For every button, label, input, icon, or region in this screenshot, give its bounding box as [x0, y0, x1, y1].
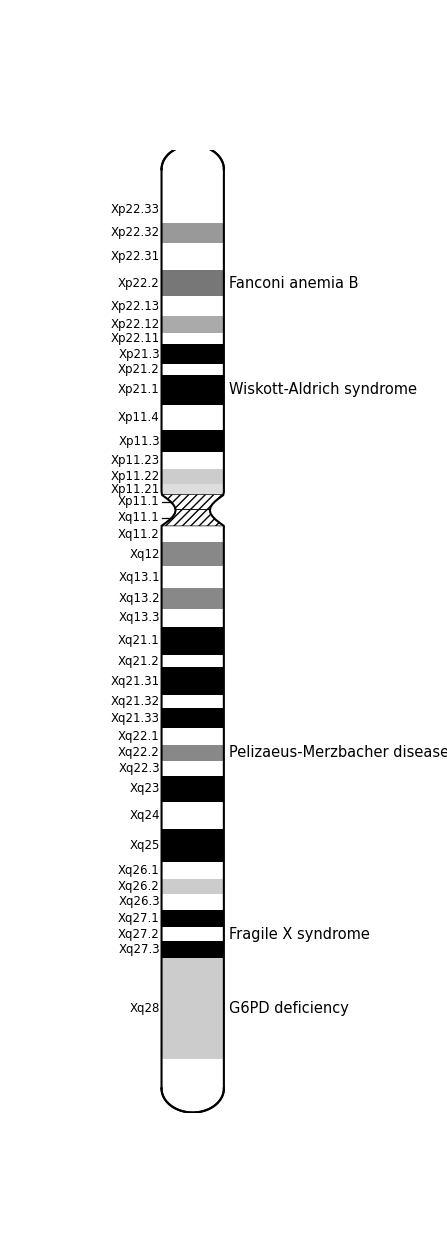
Polygon shape: [161, 196, 224, 222]
Polygon shape: [161, 926, 224, 941]
Text: Xp22.2: Xp22.2: [118, 276, 160, 290]
Polygon shape: [161, 270, 224, 296]
Polygon shape: [161, 542, 224, 566]
Text: Wiskott-Aldrich syndrome: Wiskott-Aldrich syndrome: [229, 382, 417, 398]
Polygon shape: [161, 452, 224, 469]
Polygon shape: [161, 509, 224, 526]
Polygon shape: [161, 829, 224, 862]
Polygon shape: [161, 1089, 224, 1112]
Polygon shape: [161, 745, 224, 761]
Text: Xp22.12: Xp22.12: [110, 318, 160, 331]
Text: Xq27.1: Xq27.1: [118, 912, 160, 925]
Polygon shape: [161, 801, 224, 829]
Text: Xq11.1: Xq11.1: [118, 511, 160, 524]
Polygon shape: [161, 910, 224, 926]
Text: Xq21.31: Xq21.31: [111, 675, 160, 688]
Polygon shape: [161, 862, 224, 879]
Polygon shape: [161, 364, 224, 375]
Polygon shape: [161, 668, 224, 695]
Text: Xq26.2: Xq26.2: [118, 880, 160, 892]
Polygon shape: [161, 296, 224, 316]
Polygon shape: [161, 405, 224, 430]
Text: Xq23: Xq23: [130, 782, 160, 795]
Text: Xq22.1: Xq22.1: [118, 730, 160, 742]
Text: Xq22.2: Xq22.2: [118, 746, 160, 760]
Polygon shape: [161, 344, 224, 364]
Text: Fragile X syndrome: Fragile X syndrome: [229, 926, 370, 941]
Polygon shape: [161, 469, 224, 484]
Polygon shape: [161, 628, 224, 655]
Text: Xq26.3: Xq26.3: [118, 895, 160, 909]
Polygon shape: [161, 589, 224, 609]
Polygon shape: [161, 430, 224, 452]
Text: Xp22.11: Xp22.11: [110, 332, 160, 345]
Polygon shape: [161, 316, 224, 332]
Text: Xp11.22: Xp11.22: [110, 470, 160, 482]
Polygon shape: [161, 495, 224, 509]
Text: Xp11.23: Xp11.23: [111, 454, 160, 468]
Polygon shape: [161, 484, 224, 495]
Text: Xq13.2: Xq13.2: [118, 592, 160, 605]
Polygon shape: [161, 222, 224, 243]
Polygon shape: [161, 776, 224, 801]
Polygon shape: [161, 566, 224, 589]
Text: Xq22.3: Xq22.3: [118, 762, 160, 775]
Text: Xp22.31: Xp22.31: [111, 250, 160, 262]
Text: Xq21.1: Xq21.1: [118, 634, 160, 648]
Text: Xq26.1: Xq26.1: [118, 864, 160, 877]
Polygon shape: [161, 526, 224, 542]
Text: Xq13.1: Xq13.1: [118, 571, 160, 584]
Text: Xq27.3: Xq27.3: [118, 944, 160, 956]
Text: Xq21.2: Xq21.2: [118, 655, 160, 668]
Polygon shape: [161, 879, 224, 894]
Polygon shape: [161, 958, 224, 1059]
Polygon shape: [161, 728, 224, 745]
Text: Xq11.2: Xq11.2: [118, 528, 160, 541]
Polygon shape: [161, 894, 224, 910]
Text: Xq21.33: Xq21.33: [111, 711, 160, 725]
Text: Xp11.3: Xp11.3: [118, 435, 160, 447]
Text: Xq28: Xq28: [130, 1003, 160, 1015]
Polygon shape: [161, 761, 224, 776]
Text: Xp21.3: Xp21.3: [118, 348, 160, 360]
Text: Xq27.2: Xq27.2: [118, 928, 160, 940]
Text: Xq12: Xq12: [129, 548, 160, 561]
Polygon shape: [161, 707, 224, 727]
Text: Xp21.1: Xp21.1: [118, 384, 160, 396]
Polygon shape: [161, 332, 224, 344]
Text: Xp22.33: Xp22.33: [111, 204, 160, 216]
Text: Xp11.21: Xp11.21: [110, 482, 160, 496]
Text: Xp22.13: Xp22.13: [111, 300, 160, 312]
Polygon shape: [161, 655, 224, 668]
Text: Pelizaeus-Merzbacher disease: Pelizaeus-Merzbacher disease: [229, 745, 447, 760]
Text: Fanconi anemia B: Fanconi anemia B: [229, 276, 358, 291]
Text: Xp22.32: Xp22.32: [111, 226, 160, 239]
Polygon shape: [161, 242, 224, 270]
Polygon shape: [161, 375, 224, 405]
Polygon shape: [161, 941, 224, 958]
Text: G6PD deficiency: G6PD deficiency: [229, 1001, 349, 1016]
Polygon shape: [161, 609, 224, 628]
Text: Xp11.4: Xp11.4: [118, 411, 160, 424]
Text: Xq24: Xq24: [129, 809, 160, 822]
Polygon shape: [161, 145, 224, 169]
Text: Xq13.3: Xq13.3: [118, 611, 160, 624]
Text: Xq25: Xq25: [130, 839, 160, 852]
Text: Xp21.2: Xp21.2: [118, 364, 160, 376]
Text: Xp11.1: Xp11.1: [118, 495, 160, 509]
Text: Xq21.32: Xq21.32: [111, 695, 160, 708]
Polygon shape: [161, 695, 224, 708]
